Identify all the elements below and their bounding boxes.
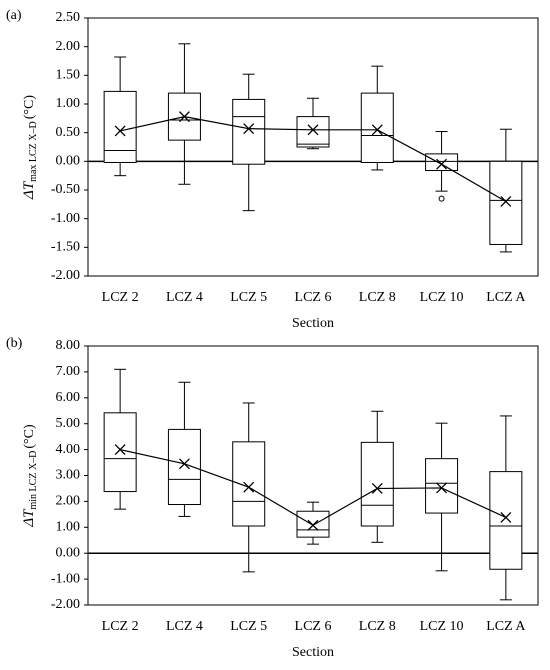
mean-marker <box>371 482 383 494</box>
mean-marker <box>114 444 126 456</box>
y-tick-label: 2.00 <box>56 494 81 509</box>
y-axis-label: ΔTmax LCZ X–D(°C) <box>21 95 39 200</box>
y-tick-label: 1.50 <box>56 68 81 83</box>
y-axis-label-sub: min LCZ X–D <box>28 451 39 510</box>
mean-marker <box>371 124 383 136</box>
y-tick-label: -1.50 <box>51 240 80 255</box>
y-tick-label: 1.00 <box>56 96 81 111</box>
x-tick-label: LCZ 4 <box>166 290 203 305</box>
y-tick-label: 7.00 <box>56 364 81 379</box>
box <box>360 441 394 527</box>
y-tick-label: 3.00 <box>56 468 81 483</box>
mean-marker <box>500 196 512 207</box>
box <box>425 458 459 514</box>
y-tick-label: 5.00 <box>56 416 81 431</box>
box <box>167 428 201 506</box>
mean-marker <box>114 125 126 137</box>
y-tick-label: 0.50 <box>56 125 81 140</box>
x-tick-label: LCZ 10 <box>420 619 464 634</box>
y-tick-label: -0.50 <box>51 182 80 197</box>
mean-marker <box>307 519 319 531</box>
mean-marker <box>500 511 512 523</box>
x-tick-label: LCZ 8 <box>359 619 396 634</box>
mean-marker <box>178 111 190 123</box>
box <box>425 153 459 172</box>
outlier <box>438 195 445 202</box>
x-tick-label: LCZ A <box>486 619 526 634</box>
y-tick-label: 2.50 <box>56 10 81 25</box>
x-tick-label: LCZ 6 <box>295 290 332 305</box>
box <box>103 90 137 163</box>
mean-marker <box>243 123 255 135</box>
x-tick-label: LCZ 2 <box>102 619 139 634</box>
x-tick-label: LCZ 5 <box>230 619 267 634</box>
x-axis-label: Section <box>292 645 334 660</box>
y-axis-label: ΔTmin LCZ X–D (°C) <box>21 424 39 528</box>
box <box>489 160 523 245</box>
y-tick-label: 4.00 <box>56 442 81 457</box>
x-tick-label: LCZ 5 <box>230 290 267 305</box>
x-axis-label: Section <box>292 316 334 331</box>
x-tick-label: LCZ 10 <box>420 290 464 305</box>
y-axis-label-main: ΔT <box>21 180 37 200</box>
y-tick-label: -1.00 <box>51 211 80 226</box>
panel-label: (b) <box>6 336 23 351</box>
mean-marker <box>436 482 448 494</box>
y-axis-label-unit: (°C) <box>22 424 37 449</box>
x-tick-label: LCZ 8 <box>359 290 396 305</box>
mean-marker <box>307 124 319 136</box>
y-tick-label: 8.00 <box>56 338 81 353</box>
y-tick-label: -2.00 <box>51 268 80 283</box>
x-tick-label: LCZ 2 <box>102 290 139 305</box>
box <box>296 116 330 148</box>
y-tick-label: 0.00 <box>56 545 81 560</box>
y-tick-label: 2.00 <box>56 39 81 54</box>
y-tick-label: 6.00 <box>56 390 81 405</box>
x-tick-label: LCZ A <box>486 290 526 305</box>
y-tick-label: -2.00 <box>51 597 80 612</box>
mean-marker <box>243 481 255 493</box>
x-tick-label: LCZ 4 <box>166 619 203 634</box>
y-tick-label: 0.00 <box>56 154 81 169</box>
mean-marker <box>436 158 448 170</box>
x-tick-label: LCZ 6 <box>295 619 332 634</box>
box <box>489 471 523 570</box>
panel-label: (a) <box>6 8 22 23</box>
plot-frame <box>87 345 539 606</box>
box <box>232 441 266 527</box>
y-axis-label-main: ΔT <box>21 508 37 528</box>
box <box>360 92 394 163</box>
y-tick-label: 1.00 <box>56 520 81 535</box>
y-tick-label: -1.00 <box>51 571 80 586</box>
plot-frame <box>87 17 539 277</box>
box <box>232 98 266 165</box>
mean-marker <box>178 458 190 470</box>
y-axis-label-unit: (°C) <box>22 95 37 120</box>
y-axis-label-sub: max LCZ X–D <box>28 121 39 182</box>
box <box>296 510 330 538</box>
